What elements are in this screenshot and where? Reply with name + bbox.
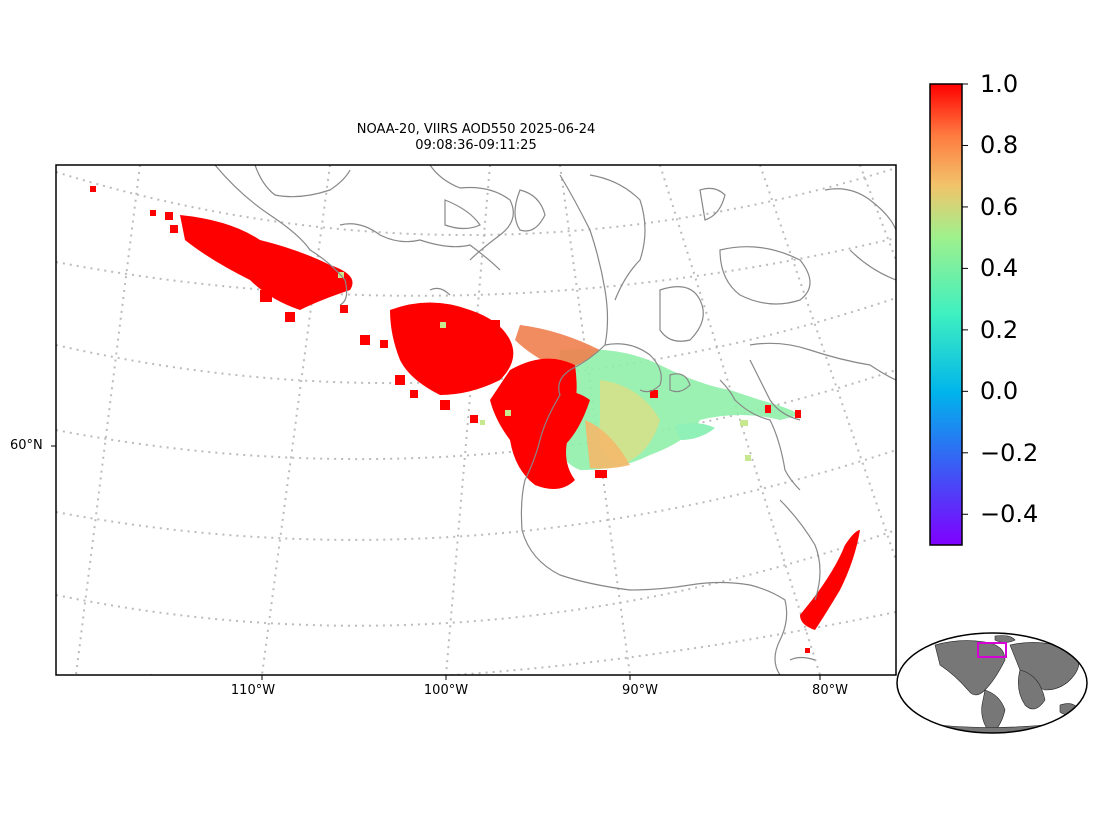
map-frame — [55, 164, 897, 676]
lon-label-100w: 100°W — [423, 683, 469, 698]
inset-region-box — [977, 642, 1007, 658]
colorbar-tick-label: 0.8 — [980, 131, 1019, 160]
inset-globe — [896, 632, 1088, 734]
coastlines — [214, 165, 896, 675]
colorbar-tick-label: 1.0 — [980, 70, 1019, 98]
lon-label-90w: 90°W — [622, 683, 658, 698]
lon-label-80w: 80°W — [812, 683, 848, 698]
colorbar-tick-label: −0.4 — [980, 500, 1039, 529]
aod-plume — [515, 325, 800, 470]
colorbar — [929, 83, 963, 546]
map-title-line2: 09:08:36-09:11:25 — [415, 138, 537, 153]
lon-label-110w: 110°W — [230, 683, 276, 698]
colorbar-tick-label: −0.2 — [980, 438, 1039, 467]
colorbar-tick-label: 0.0 — [980, 377, 1019, 406]
axis-ticks — [51, 445, 821, 680]
plume-edge-pixels — [338, 272, 751, 461]
colorbar-ticks — [962, 83, 968, 515]
latitude-gridlines — [56, 167, 896, 675]
colorbar-tick-label: 0.2 — [980, 315, 1019, 344]
colorbar-tick-label: 0.6 — [980, 192, 1019, 221]
high-aod-clusters — [90, 186, 860, 653]
lat-label-60n: 60°N — [10, 438, 43, 453]
map-title-line1: NOAA-20, VIIRS AOD550 2025-06-24 — [356, 122, 596, 137]
colorbar-tick-label: 0.4 — [980, 254, 1019, 283]
